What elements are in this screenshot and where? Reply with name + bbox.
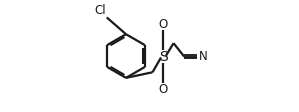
Text: O: O	[159, 83, 168, 96]
Text: N: N	[199, 50, 208, 63]
Text: S: S	[159, 50, 168, 64]
Text: O: O	[159, 18, 168, 31]
Text: Cl: Cl	[94, 4, 106, 17]
